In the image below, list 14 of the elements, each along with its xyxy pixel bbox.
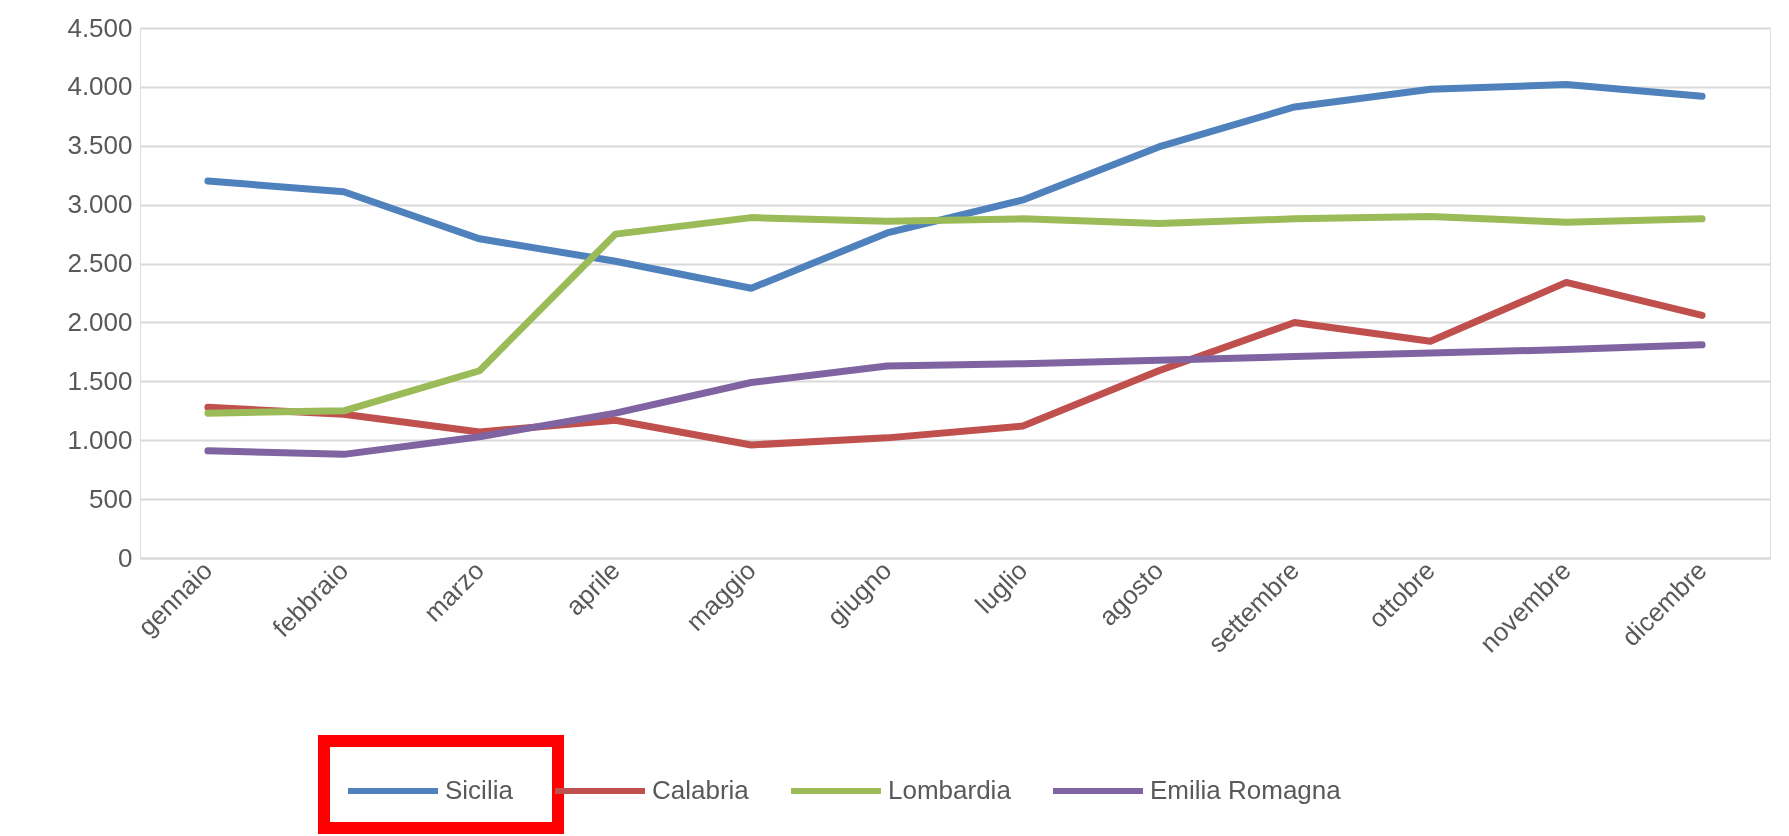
legend-label: Calabria: [652, 775, 750, 805]
legend-label: Sicilia: [445, 775, 514, 805]
y-tick-label: 4.000: [67, 71, 133, 102]
legend-label: Emilia Romagna: [1150, 775, 1342, 805]
y-tick-label: 2.500: [67, 248, 133, 279]
legend-label: Lombardia: [888, 775, 1012, 805]
y-tick-label: 4.500: [67, 12, 133, 43]
y-tick-label: 3.500: [67, 130, 133, 161]
y-tick-label: 1.000: [67, 424, 133, 455]
y-tick-label: 0: [118, 542, 133, 573]
y-tick-label: 500: [89, 483, 133, 514]
y-tick-label: 2.000: [67, 306, 133, 337]
y-tick-label: 1.500: [67, 365, 133, 396]
y-tick-label: 3.000: [67, 189, 133, 220]
